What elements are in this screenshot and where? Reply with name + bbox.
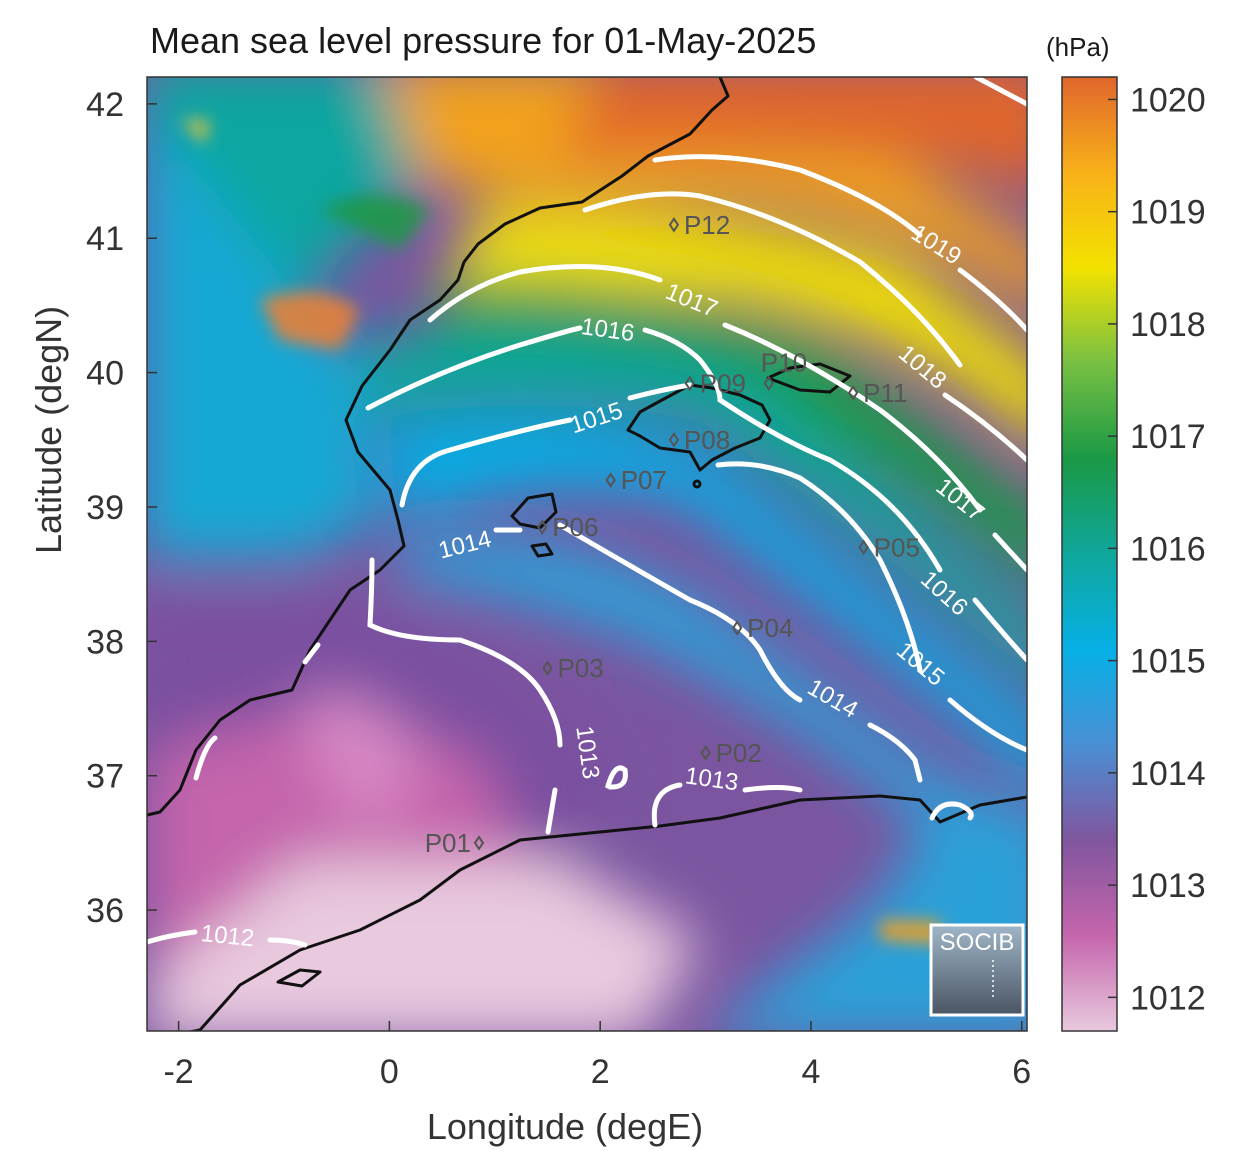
x-tick-label: 2	[591, 1053, 610, 1091]
x-tick-label: 6	[1012, 1053, 1031, 1091]
colorbar-scale	[1061, 76, 1118, 1032]
station-marker	[542, 660, 553, 677]
station-label: P01	[425, 828, 471, 858]
isobar-1019-a	[652, 154, 923, 238]
y-tick-label: 40	[86, 355, 124, 393]
plot-frame	[146, 76, 1028, 1032]
station-marker	[668, 217, 680, 233]
y-tick-label: 39	[86, 489, 124, 527]
colorbar-unit: (hPa)	[1046, 32, 1110, 62]
x-tick-label: -2	[163, 1053, 193, 1091]
map-title: Mean sea level pressure for 01-May-2025	[150, 20, 817, 61]
isobar-1016	[642, 327, 943, 573]
y-tick-label: 38	[86, 623, 124, 661]
logo-text: SOCIB	[940, 929, 1015, 956]
station-label: P05	[874, 532, 920, 562]
colorbar-tick-label: 1012	[1130, 979, 1206, 1017]
x-tick-label: 0	[380, 1053, 399, 1091]
station-label: P03	[557, 653, 603, 683]
station-label: P09	[700, 368, 746, 398]
map-axes: -2 0 2 4 6 42 41 40 39 38 37 36	[86, 86, 1031, 1091]
station-marker	[763, 375, 774, 392]
socib-logo: SOCIB	[929, 923, 1025, 1017]
station-label: P08	[684, 425, 730, 455]
isobar-1018	[582, 191, 963, 368]
isobar-1017	[722, 322, 983, 513]
colorbar-tick-label: 1018	[1130, 306, 1206, 344]
x-tick-label: 4	[801, 1053, 820, 1091]
station-marker	[668, 431, 680, 448]
station-marker	[847, 384, 859, 401]
station-label: P11	[863, 378, 907, 408]
y-tick-label: 37	[86, 758, 124, 796]
colorbar-tick-label: 1019	[1130, 194, 1206, 232]
colorbar-tick-label: 1015	[1130, 643, 1206, 681]
station-marker	[731, 620, 743, 636]
colorbar-tick-label: 1016	[1130, 530, 1206, 568]
colorbar-ticks: 1012 1013 1014 1015 1016 1017 1018 1019 1020	[1108, 81, 1206, 1017]
colorbar-tick-label: 1017	[1130, 418, 1206, 456]
isobar-1013-left	[367, 557, 563, 748]
y-tick-label: 42	[86, 86, 124, 124]
station-marker	[700, 745, 711, 761]
station-label: P02	[716, 738, 762, 768]
colorbar-tick-label: 1013	[1130, 867, 1206, 905]
station-marker	[537, 519, 548, 535]
colorbar-tick-label: 1020	[1130, 81, 1206, 119]
station-label: P10	[761, 347, 807, 377]
isobar-label: 1012	[200, 920, 256, 952]
colorbar-tick-label: 1014	[1130, 755, 1206, 793]
station-marker	[605, 472, 616, 488]
station-marker	[473, 835, 485, 851]
station-label: P12	[684, 210, 730, 240]
station-points: P01 P02 P03 P04 P05 P06 P07 P08 P09 P10 P11 P12	[425, 210, 920, 858]
x-axis-label: Longitude (degE)	[426, 1106, 704, 1147]
y-tick-label: 36	[86, 892, 124, 930]
station-label: P06	[552, 512, 598, 542]
isobars	[147, 77, 1027, 948]
station-label: P07	[621, 465, 667, 495]
station-marker	[684, 375, 695, 392]
isobar-1014-a	[557, 522, 803, 703]
isobar-1015	[715, 461, 923, 673]
station-label: P04	[747, 613, 793, 643]
coastline	[147, 77, 1027, 1031]
station-marker	[858, 539, 869, 556]
y-tick-label: 41	[86, 220, 124, 258]
